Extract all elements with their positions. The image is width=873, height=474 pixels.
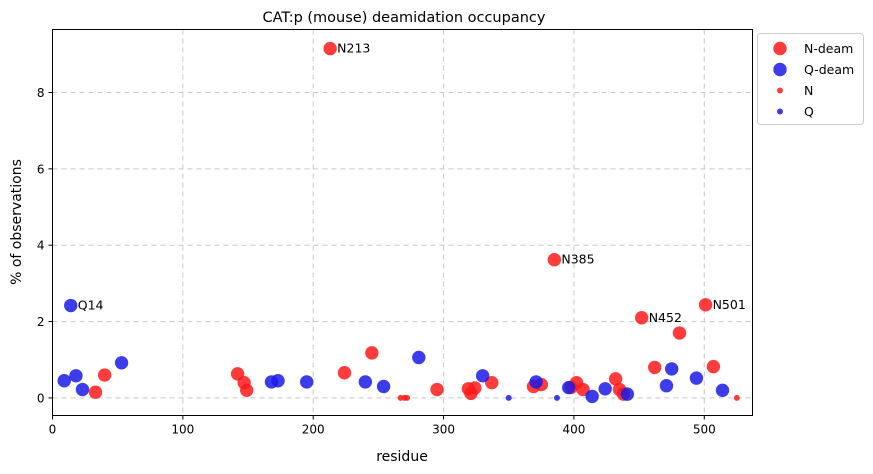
q-large-point — [529, 375, 543, 389]
q-large-point — [562, 380, 576, 395]
n-large-point — [468, 381, 482, 395]
legend-label: Q-deam — [804, 62, 854, 77]
x-tick-label: 100 — [171, 423, 194, 437]
legend-marker — [777, 87, 783, 94]
chart-title: CAT:p (mouse) deamidation occupancy — [263, 10, 546, 26]
n-large-point — [485, 375, 499, 390]
axis-ticks: 0 100 200 300 400 500 0 2 4 6 8 — [37, 86, 716, 437]
n-large-point — [88, 385, 103, 399]
q-large-point — [57, 374, 71, 388]
y-tick-label: 0 — [37, 391, 45, 405]
q-large-point — [412, 350, 426, 365]
x-axis-label: residue — [376, 449, 428, 465]
x-tick-label: 300 — [432, 423, 455, 437]
data-points — [57, 41, 740, 404]
n-large-point — [698, 298, 713, 312]
q-large-point — [689, 371, 704, 385]
q-large-point — [585, 389, 599, 404]
x-tick-label: 500 — [693, 423, 716, 437]
y-tick-label: 2 — [37, 315, 45, 329]
legend-label: N-deam — [804, 41, 853, 56]
q-large-point — [376, 379, 391, 394]
x-tick-label: 400 — [562, 423, 585, 437]
legend-label: Q — [804, 104, 814, 119]
y-tick-label: 4 — [37, 239, 45, 253]
x-tick-label: 200 — [302, 423, 325, 437]
q-large-point — [114, 356, 129, 370]
point-label: Q14 — [78, 298, 104, 313]
q-large-point — [664, 362, 679, 376]
n-small-point — [733, 394, 740, 401]
n-large-point — [337, 366, 352, 380]
q-large-point — [271, 374, 285, 388]
n-large-point — [97, 368, 112, 382]
n-large-point — [706, 359, 721, 374]
q-small-point — [553, 394, 560, 401]
n-large-point — [634, 311, 649, 325]
point-labels: N213 N385 N452 N501 Q14 — [78, 41, 746, 325]
q-large-point — [64, 298, 78, 313]
q-large-point — [620, 387, 635, 401]
y-tick-label: 8 — [37, 86, 45, 100]
q-large-point — [715, 383, 730, 398]
n-large-point — [323, 41, 337, 56]
legend-marker — [773, 41, 787, 56]
point-label: N213 — [337, 41, 370, 56]
plot-frame — [52, 29, 753, 416]
n-large-point — [240, 383, 254, 398]
q-large-point — [75, 382, 90, 397]
q-large-point — [69, 369, 83, 383]
n-large-point — [430, 382, 444, 397]
n-small-point — [404, 394, 411, 401]
n-large-point — [648, 360, 662, 375]
q-small-point — [505, 394, 512, 401]
point-label: N452 — [649, 310, 682, 325]
legend-marker — [773, 62, 787, 77]
point-label: N501 — [713, 297, 746, 312]
legend-box — [757, 33, 864, 125]
y-tick-label: 6 — [37, 162, 45, 176]
legend-label: N — [804, 83, 813, 98]
grid-lines — [52, 29, 753, 416]
q-large-point — [598, 382, 612, 396]
legend: N-deam Q-deam NQ — [757, 33, 864, 125]
n-large-point — [672, 326, 687, 340]
n-large-point — [608, 372, 623, 386]
x-tick-label: 0 — [49, 423, 57, 437]
n-large-point — [547, 253, 562, 267]
n-large-point — [576, 382, 590, 397]
q-large-point — [358, 375, 373, 389]
y-axis-label: % of observations — [9, 159, 25, 285]
q-large-point — [475, 369, 490, 383]
legend-marker — [777, 108, 783, 115]
q-large-point — [659, 379, 674, 393]
q-large-point — [299, 375, 314, 389]
point-label: N385 — [561, 252, 594, 267]
n-large-point — [365, 346, 379, 360]
